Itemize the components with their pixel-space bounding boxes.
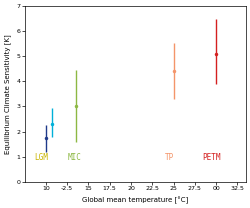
Text: LGM: LGM (34, 153, 48, 162)
Text: MIC: MIC (67, 153, 81, 162)
Text: TP: TP (165, 153, 174, 162)
Y-axis label: Equilibrium Climate Sensitivity [K]: Equilibrium Climate Sensitivity [K] (4, 34, 11, 154)
X-axis label: Global mean temperature [°C]: Global mean temperature [°C] (82, 196, 188, 204)
Text: PETM: PETM (202, 153, 221, 162)
